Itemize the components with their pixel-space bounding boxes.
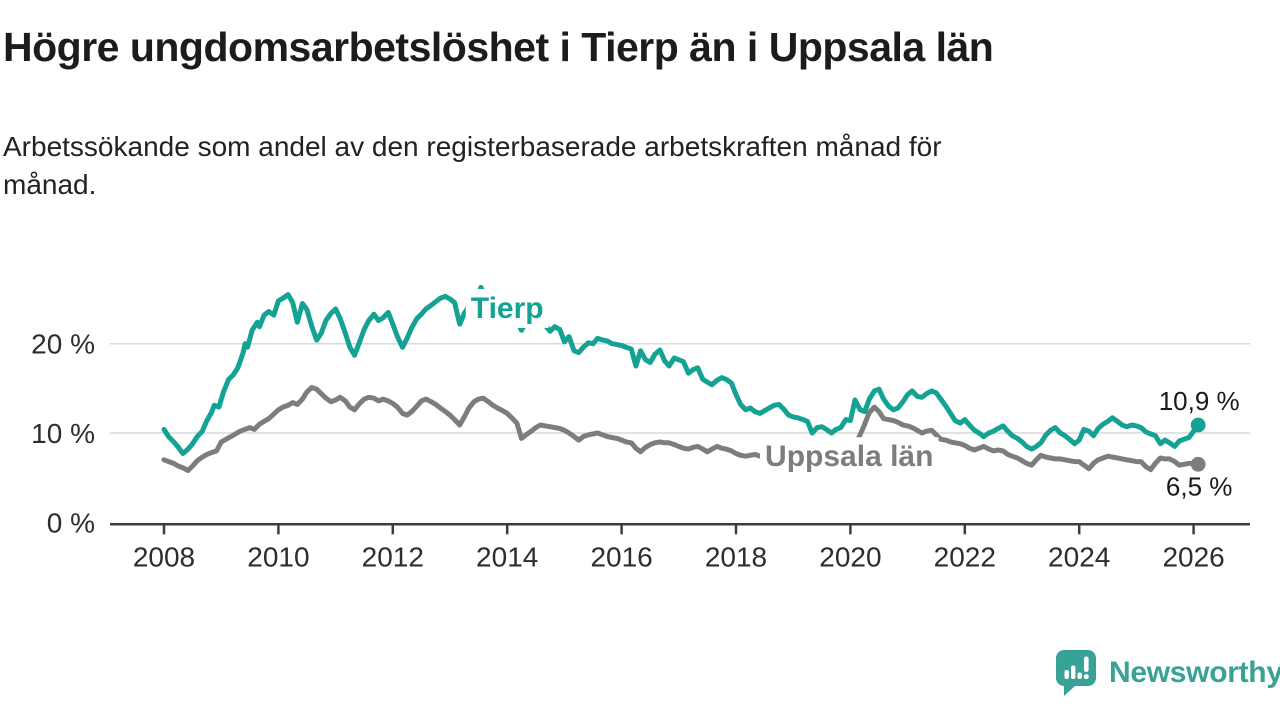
speech-bubble-shape <box>1056 650 1096 696</box>
x-tick-label-2022: 2022 <box>934 541 996 572</box>
end-dot-tierp <box>1190 417 1206 433</box>
exclamation-bar-icon <box>1084 656 1089 672</box>
page-title: Högre ungdomsarbetslöshet i Tierp än i U… <box>3 24 994 70</box>
end-dot-uppsala-l-n <box>1190 456 1206 472</box>
y-tick-label-20: 20 % <box>31 329 95 360</box>
newsworthy-logo: Newsworthy <box>1056 648 1280 698</box>
series-label-uppsala-l-n: Uppsala län <box>765 440 933 473</box>
label-knockout <box>760 437 939 477</box>
newsworthy-logo-icon <box>1056 650 1096 696</box>
label-knockout <box>465 288 549 328</box>
x-tick-label-2014: 2014 <box>476 541 538 572</box>
logo-wordmark: Newsworthy <box>1109 656 1280 689</box>
x-tick-label-2010: 2010 <box>247 541 309 572</box>
series-label-tierp: Tierp <box>471 292 544 325</box>
y-tick-label-0: 0 % <box>47 507 95 538</box>
bar-icon-1 <box>1064 670 1069 679</box>
end-value-label-tierp: 10,9 % <box>1159 386 1240 416</box>
exclamation-dot-icon <box>1083 674 1089 680</box>
chart-subtitle: Arbetssökande som andel av den registerb… <box>3 131 942 200</box>
line-tierp <box>161 284 1201 456</box>
x-tick-label-2020: 2020 <box>819 541 881 572</box>
x-tick-label-2012: 2012 <box>362 541 424 572</box>
x-tick-label-2024: 2024 <box>1048 541 1110 572</box>
bar-icon-2 <box>1071 665 1076 679</box>
line-uppsala-l-n <box>161 385 1201 473</box>
bar-icon-3 <box>1077 672 1082 679</box>
end-value-label-uppsala-l-n: 6,5 % <box>1166 471 1233 501</box>
y-tick-label-10: 10 % <box>31 418 95 449</box>
x-tick-label-2026: 2026 <box>1162 541 1224 572</box>
x-tick-label-2018: 2018 <box>705 541 767 572</box>
x-tick-label-2008: 2008 <box>133 541 195 572</box>
x-tick-label-2016: 2016 <box>590 541 652 572</box>
